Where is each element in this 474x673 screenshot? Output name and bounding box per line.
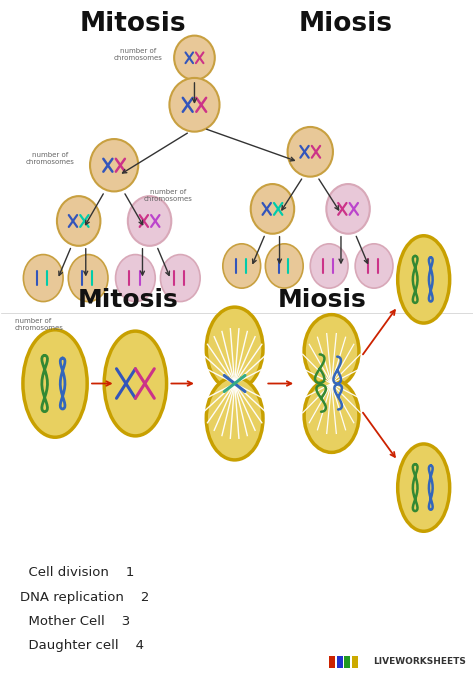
Ellipse shape: [310, 244, 348, 288]
Ellipse shape: [23, 254, 63, 302]
Ellipse shape: [90, 139, 138, 191]
Ellipse shape: [326, 184, 370, 234]
Text: number of
chromosomes: number of chromosomes: [113, 48, 162, 61]
Text: Miosis: Miosis: [278, 287, 366, 312]
Ellipse shape: [169, 78, 219, 132]
Ellipse shape: [174, 36, 215, 80]
Ellipse shape: [304, 379, 359, 452]
Ellipse shape: [57, 196, 100, 246]
Text: number of
chromosomes: number of chromosomes: [15, 318, 64, 331]
Ellipse shape: [304, 315, 359, 388]
Ellipse shape: [206, 377, 263, 460]
Ellipse shape: [23, 330, 87, 437]
Ellipse shape: [355, 244, 393, 288]
Text: number of
chromosomes: number of chromosomes: [26, 152, 75, 165]
Ellipse shape: [251, 184, 294, 234]
Text: Mitosis: Mitosis: [78, 287, 179, 312]
Bar: [352, 656, 358, 668]
Text: Cell division    1: Cell division 1: [19, 567, 134, 579]
Ellipse shape: [104, 331, 166, 436]
Ellipse shape: [128, 196, 171, 246]
Ellipse shape: [160, 254, 200, 302]
Ellipse shape: [223, 244, 261, 288]
Text: LIVEWORKSHEETS: LIVEWORKSHEETS: [374, 657, 466, 666]
Text: Mother Cell    3: Mother Cell 3: [19, 614, 130, 628]
Text: Miosis: Miosis: [299, 11, 392, 37]
Text: DNA replication    2: DNA replication 2: [19, 591, 149, 604]
Text: Mitosis: Mitosis: [80, 11, 186, 37]
Ellipse shape: [288, 127, 333, 176]
Text: Daughter cell    4: Daughter cell 4: [19, 639, 144, 652]
Ellipse shape: [398, 444, 450, 531]
Text: number of
chromosomes: number of chromosomes: [144, 189, 193, 202]
Ellipse shape: [116, 254, 155, 302]
Ellipse shape: [206, 307, 263, 390]
Ellipse shape: [398, 236, 450, 323]
Bar: [337, 656, 343, 668]
Bar: [344, 656, 350, 668]
Ellipse shape: [265, 244, 303, 288]
Ellipse shape: [68, 254, 108, 302]
Bar: [329, 656, 335, 668]
